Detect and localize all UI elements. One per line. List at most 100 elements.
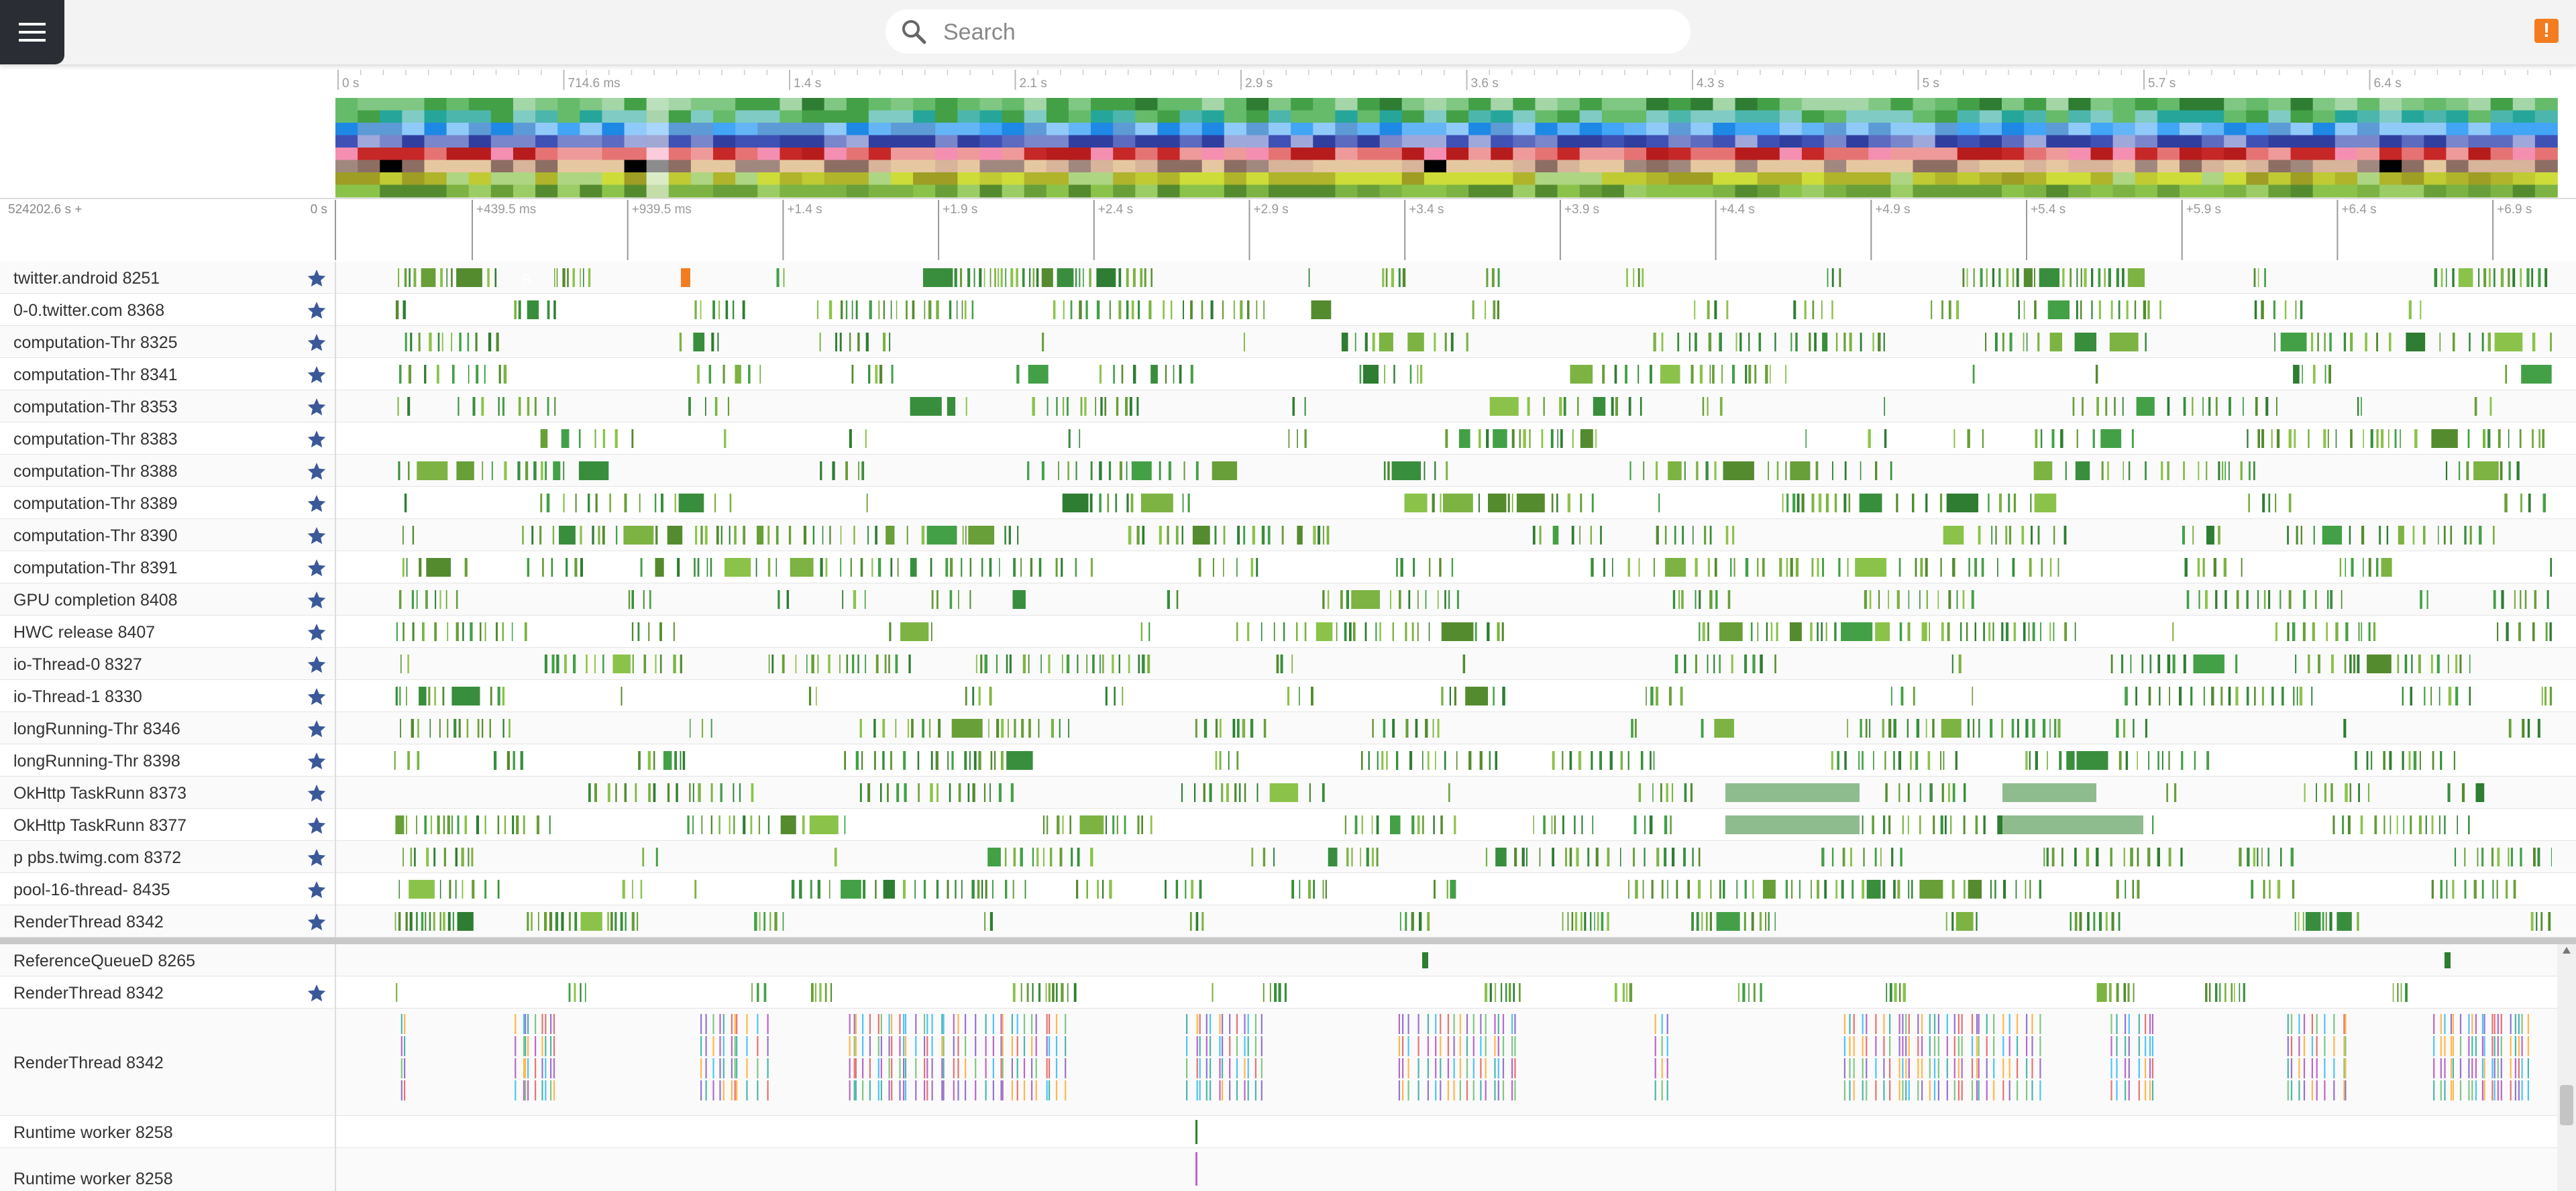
thread-slice[interactable]: [404, 494, 407, 512]
thread-slice[interactable]: [2438, 687, 2440, 705]
thread-slice[interactable]: [632, 655, 634, 673]
thread-slice[interactable]: [2357, 655, 2360, 673]
thread-slice[interactable]: [2434, 268, 2438, 287]
render-slice[interactable]: [1937, 1058, 1939, 1078]
thread-slice[interactable]: [1251, 848, 1254, 866]
thread-slice[interactable]: [2469, 333, 2471, 351]
render-slice[interactable]: [535, 1080, 537, 1100]
thread-slice[interactable]: [1731, 655, 1733, 673]
thread-slice[interactable]: [2541, 687, 2543, 705]
thread-slice[interactable]: [1322, 590, 1325, 609]
render-slice[interactable]: [545, 1014, 547, 1034]
thread-slice[interactable]: [907, 719, 909, 738]
track-row[interactable]: Runtime worker 8258: [0, 1116, 2576, 1149]
thread-slice[interactable]: [1795, 558, 1799, 577]
thread-slice[interactable]: [802, 815, 805, 834]
render-slice[interactable]: [1497, 1036, 1499, 1056]
thread-slice[interactable]: [1874, 848, 1877, 866]
thread-slice[interactable]: [2136, 397, 2155, 416]
thread-slice[interactable]: [640, 880, 643, 899]
thread-slice[interactable]: [2445, 952, 2451, 968]
thread-slice[interactable]: [931, 622, 932, 641]
render-slice[interactable]: [2311, 1080, 2313, 1100]
thread-slice[interactable]: [2400, 429, 2401, 448]
render-slice[interactable]: [2518, 1080, 2520, 1100]
thread-slice[interactable]: [1842, 848, 1845, 866]
thread-slice[interactable]: [1387, 461, 1390, 480]
thread-slice[interactable]: [2389, 751, 2392, 770]
thread-slice[interactable]: [1956, 300, 1960, 319]
thread-slice[interactable]: [2025, 751, 2028, 770]
thread-slice[interactable]: [816, 300, 819, 319]
thread-slice[interactable]: [967, 268, 971, 287]
thread-slice[interactable]: [588, 783, 591, 802]
thread-slice[interactable]: [2116, 983, 2119, 1002]
render-slice[interactable]: [1000, 1014, 1002, 1034]
thread-slice[interactable]: [1886, 983, 1888, 1002]
render-slice[interactable]: [877, 1014, 879, 1034]
render-slice[interactable]: [2287, 1014, 2289, 1034]
thread-slice[interactable]: [2001, 719, 2003, 738]
thread-slice[interactable]: [429, 719, 431, 738]
thread-slice[interactable]: [2047, 300, 2070, 319]
render-slice[interactable]: [2459, 1014, 2462, 1034]
thread-slice[interactable]: [573, 655, 576, 673]
thread-slice[interactable]: [464, 815, 468, 834]
thread-slice[interactable]: [1919, 783, 1921, 802]
render-slice[interactable]: [2316, 1014, 2318, 1034]
render-slice[interactable]: [2324, 1036, 2326, 1056]
thread-slice[interactable]: [2046, 848, 2049, 866]
thread-slice[interactable]: [1131, 461, 1152, 480]
thread-slice[interactable]: [2206, 751, 2210, 770]
thread-slice[interactable]: [1607, 848, 1610, 866]
render-slice[interactable]: [1875, 1058, 1877, 1078]
thread-slice[interactable]: [884, 655, 887, 673]
thread-slice[interactable]: [1297, 526, 1303, 545]
render-slice[interactable]: [1402, 1036, 1404, 1056]
thread-slice[interactable]: [1119, 461, 1122, 480]
thread-slice[interactable]: [751, 983, 753, 1002]
render-slice[interactable]: [1971, 1036, 1974, 1056]
render-slice[interactable]: [1953, 1014, 1955, 1034]
track-row[interactable]: RenderThread 8342: [0, 905, 2576, 938]
thread-slice[interactable]: [914, 880, 916, 899]
thread-slice[interactable]: [2267, 848, 2269, 866]
render-slice[interactable]: [1971, 1080, 1974, 1100]
thread-slice[interactable]: [439, 880, 441, 899]
thread-slice[interactable]: [1705, 461, 1709, 480]
thread-slice[interactable]: [1116, 815, 1118, 834]
thread-slice[interactable]: [2284, 300, 2287, 319]
render-slice[interactable]: [2116, 1058, 2118, 1078]
render-slice[interactable]: [527, 1014, 529, 1034]
render-slice[interactable]: [705, 1014, 707, 1034]
render-slice[interactable]: [2481, 1036, 2483, 1056]
thread-slice[interactable]: [1327, 590, 1330, 609]
thread-slice[interactable]: [406, 687, 407, 705]
thread-slice[interactable]: [1888, 590, 1889, 609]
thread-slice[interactable]: [857, 655, 859, 673]
thread-slice[interactable]: [2263, 880, 2265, 899]
render-slice[interactable]: [2333, 1058, 2335, 1078]
thread-slice[interactable]: [1067, 461, 1069, 480]
thread-slice[interactable]: [972, 687, 975, 705]
thread-slice[interactable]: [1888, 719, 1892, 738]
thread-slice[interactable]: [443, 912, 445, 931]
thread-slice[interactable]: [602, 655, 604, 673]
thread-slice[interactable]: [1283, 622, 1285, 641]
thread-slice[interactable]: [2049, 558, 2052, 577]
thread-slice[interactable]: [1817, 558, 1819, 577]
render-slice[interactable]: [705, 1080, 707, 1100]
thread-slice[interactable]: [757, 983, 759, 1002]
thread-slice[interactable]: [2483, 268, 2487, 287]
thread-slice[interactable]: [1620, 848, 1621, 866]
render-slice[interactable]: [700, 1036, 702, 1056]
thread-slice[interactable]: [1838, 558, 1841, 577]
render-slice[interactable]: [1898, 1080, 1900, 1100]
thread-slice[interactable]: [1349, 622, 1352, 641]
thread-slice[interactable]: [524, 622, 527, 641]
thread-slice[interactable]: [1701, 912, 1703, 931]
thread-slice[interactable]: [439, 912, 441, 931]
thread-slice[interactable]: [490, 687, 492, 705]
thread-slice[interactable]: [2475, 783, 2485, 802]
thread-slice[interactable]: [2013, 622, 2016, 641]
